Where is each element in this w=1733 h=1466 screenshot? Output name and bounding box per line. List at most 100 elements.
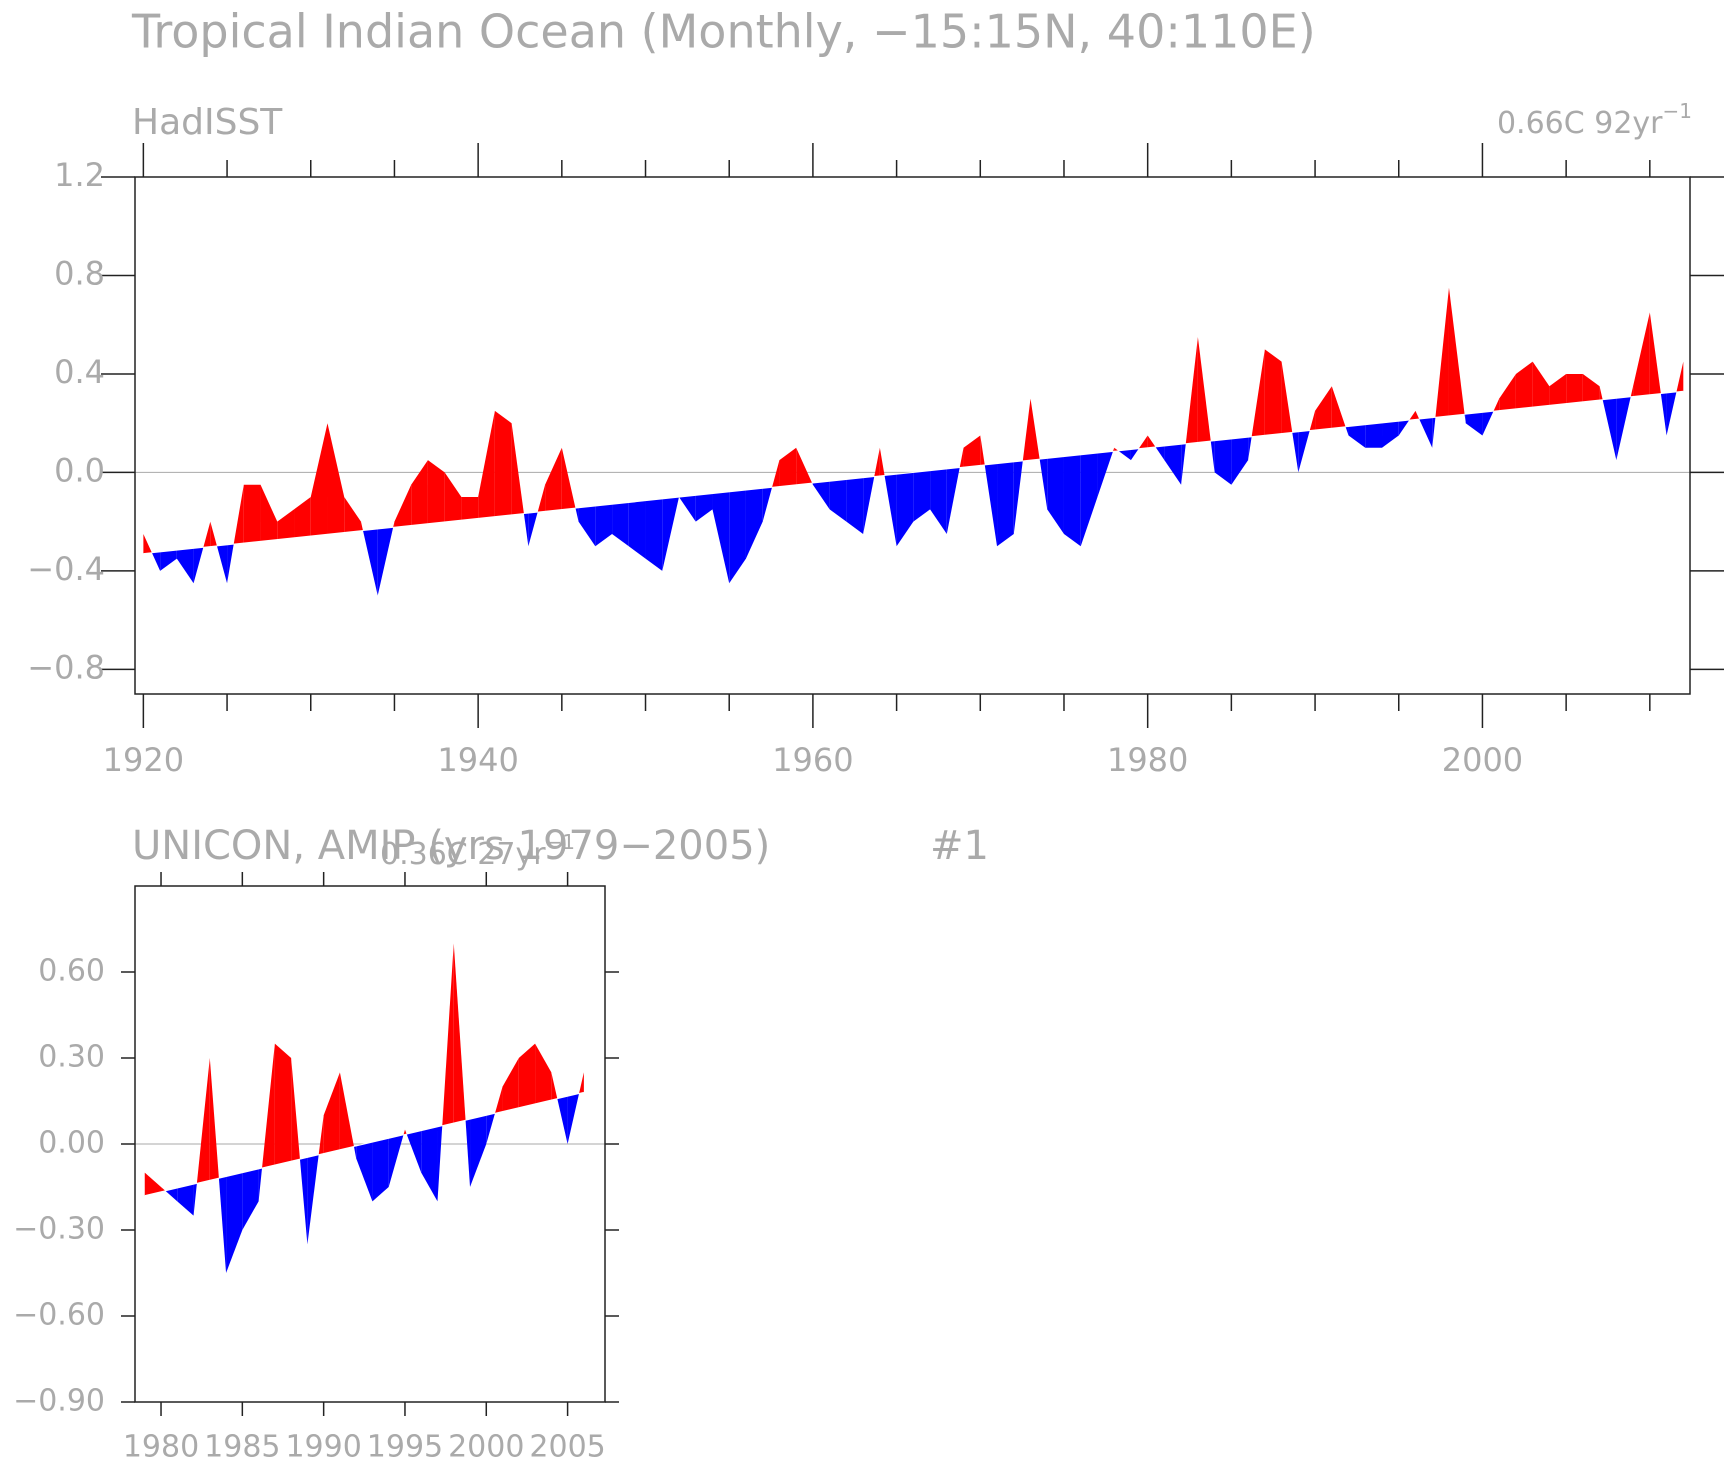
anomaly-area — [1248, 436, 1252, 461]
anomaly-area — [695, 493, 713, 522]
anomaly-area — [812, 481, 830, 510]
anomaly-area — [1030, 398, 1040, 461]
anomaly-area — [226, 1172, 243, 1273]
anomaly-area — [997, 461, 1014, 547]
anomaly-area — [579, 1072, 584, 1094]
anomaly-area — [1080, 453, 1098, 547]
anomaly-area — [567, 1093, 580, 1144]
anomaly-area — [884, 474, 897, 547]
anomaly-area — [772, 460, 780, 488]
anomaly-area — [210, 521, 217, 547]
anomaly-area — [394, 484, 412, 528]
anomaly-area — [762, 487, 773, 522]
x-tick-label: 1920 — [103, 741, 184, 779]
anomaly-area — [299, 1157, 308, 1245]
x-tick-label: 1990 — [285, 1430, 361, 1465]
y-tick-label: 0.60 — [38, 954, 105, 989]
anomaly-area — [1298, 430, 1310, 473]
y-tick-label: −0.4 — [27, 550, 105, 588]
anomaly-area — [494, 410, 512, 517]
anomaly-area — [1309, 410, 1316, 431]
y-tick-label: −0.30 — [13, 1212, 105, 1247]
anomaly-area — [561, 447, 576, 510]
y-tick-label: 0.00 — [38, 1126, 105, 1161]
anomaly-area — [437, 1125, 443, 1202]
anomaly-area — [227, 544, 234, 584]
anomaly-area — [233, 484, 244, 545]
anomaly-area — [557, 1096, 568, 1144]
anomaly-area — [323, 1072, 340, 1154]
anomaly-area — [1633, 312, 1650, 397]
anomaly-area — [393, 521, 395, 528]
anomaly-area — [984, 463, 998, 547]
anomaly-area — [745, 488, 763, 559]
anomaly-area — [879, 447, 885, 476]
anomaly-area — [356, 1142, 373, 1202]
y-tick-label: 1.2 — [54, 156, 105, 194]
anomaly-area — [1666, 391, 1677, 436]
anomaly-area — [1130, 448, 1139, 461]
anomaly-area — [595, 504, 613, 547]
anomaly-area — [344, 497, 361, 533]
anomaly-area — [1185, 337, 1198, 444]
anomaly-area — [403, 1129, 405, 1135]
anomaly-area — [388, 1134, 404, 1187]
trend-line — [143, 390, 1684, 555]
anomaly-area — [258, 1168, 263, 1202]
anomaly-area — [1112, 447, 1115, 452]
x-tick-label: 2000 — [1442, 741, 1523, 779]
anomaly-area — [628, 500, 646, 559]
anomaly-area — [262, 1043, 275, 1169]
x-tick-label: 1985 — [204, 1430, 280, 1465]
anomaly-area — [829, 479, 847, 522]
anomaly-area — [203, 521, 211, 548]
anomaly-area — [196, 1058, 210, 1184]
anomaly-area — [545, 447, 562, 512]
anomaly-area — [177, 1184, 194, 1216]
anomaly-area — [1432, 417, 1436, 448]
anomaly-area — [537, 484, 546, 513]
anomaly-area — [1251, 349, 1265, 437]
anomaly-area — [913, 470, 931, 522]
anomaly-area — [1155, 445, 1165, 461]
anomaly-area — [1415, 410, 1420, 420]
anomaly-area — [327, 423, 345, 535]
anomaly-area — [523, 513, 529, 547]
anomaly-area — [1345, 426, 1349, 436]
trend-label-exponent: −1 — [546, 830, 575, 854]
anomaly-area — [461, 497, 479, 521]
x-tick-label: 1980 — [123, 1430, 199, 1465]
anomaly-area — [143, 533, 152, 554]
anomaly-area — [243, 484, 261, 544]
anomaly-area — [1448, 287, 1465, 416]
figure-title: Tropical Indian Ocean (Monthly, −15:15N,… — [131, 5, 1316, 59]
anomaly-area — [307, 1154, 319, 1245]
y-tick-label: 0.8 — [54, 254, 105, 292]
anomaly-area — [360, 521, 363, 531]
trend-label-exponent: −1 — [1663, 99, 1692, 123]
anomaly-area — [1435, 287, 1449, 418]
anomaly-area — [1047, 456, 1064, 534]
y-tick-label: −0.90 — [13, 1384, 105, 1419]
anomaly-area — [1292, 431, 1299, 473]
anomaly-area — [518, 1043, 536, 1108]
anomaly-area — [1660, 392, 1667, 436]
anomaly-area — [277, 509, 295, 540]
anomaly-area — [353, 1145, 357, 1159]
x-tick-label: 2005 — [529, 1430, 605, 1465]
anomaly-area — [1331, 386, 1346, 429]
x-tick-label: 1940 — [437, 741, 518, 779]
anomaly-area — [1464, 414, 1466, 424]
anomaly-area — [1063, 454, 1081, 547]
anomaly-area — [612, 502, 629, 547]
anomaly-area — [151, 551, 161, 571]
anomaly-area — [930, 468, 947, 534]
anomaly-area — [796, 447, 813, 485]
anomaly-area — [1398, 420, 1410, 436]
anomaly-area — [218, 1176, 227, 1273]
trend-label-text: 0.36C 27yr — [380, 837, 546, 872]
anomaly-area — [1315, 386, 1332, 431]
trend-line — [144, 1091, 584, 1197]
anomaly-area — [502, 1058, 519, 1112]
